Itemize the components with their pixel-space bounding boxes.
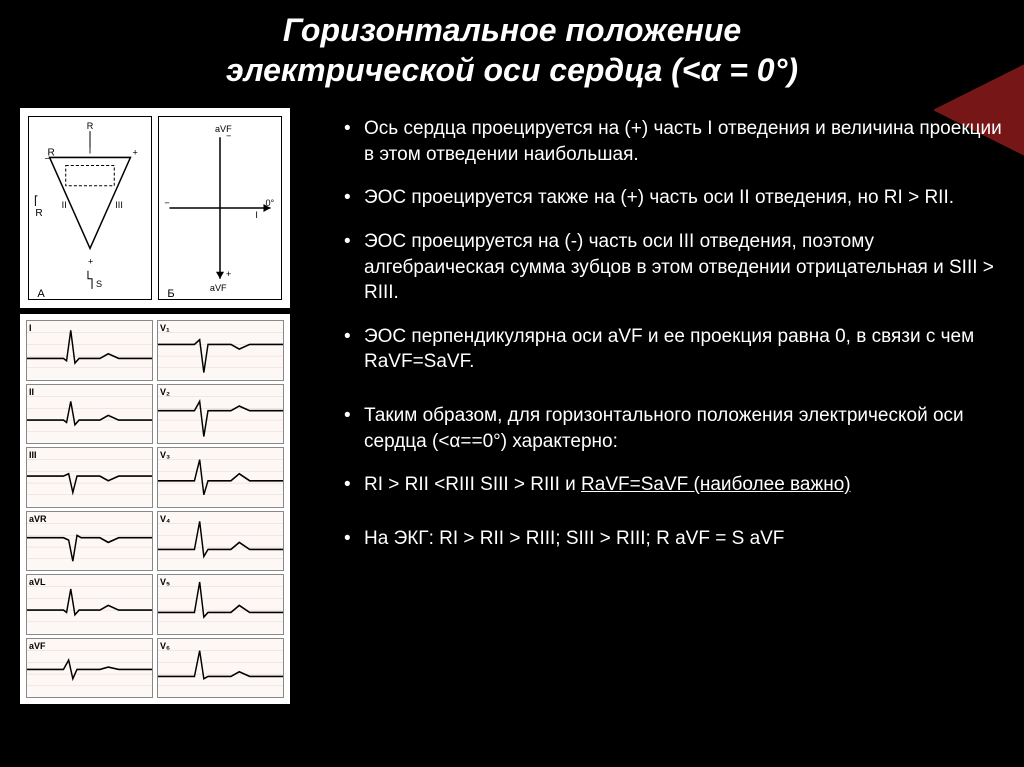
bullet-3: ЭОС проецируется на (-) часть оси III от… <box>340 229 1004 306</box>
svg-text:+: + <box>226 269 231 279</box>
ecg-chest-leads: V₁ V₂ V₃ V₄ V₅ V₆ <box>157 320 284 698</box>
svg-text:aVF: aVF <box>210 283 227 293</box>
ecg-lead-II: II <box>26 384 153 445</box>
ecg-lead-aVR: aVR <box>26 511 153 572</box>
svg-text:Б: Б <box>167 288 174 299</box>
svg-text:I: I <box>255 210 258 220</box>
ecg-lead-aVF: aVF <box>26 638 153 699</box>
ecg-lead-aVL: aVL <box>26 574 153 635</box>
bullet-list: Ось сердца проецируется на (+) часть I о… <box>340 116 1004 552</box>
svg-text:R: R <box>87 121 94 131</box>
svg-text:0°: 0° <box>266 198 275 208</box>
text-column: Ось сердца проецируется на (+) часть I о… <box>300 108 1004 704</box>
title-line-1: Горизонтальное положение <box>0 10 1024 50</box>
svg-text:А: А <box>37 288 45 299</box>
title-line-2: электрической оси сердца (<α = 0°) <box>0 50 1024 90</box>
ecg-lead-V1: V₁ <box>157 320 284 381</box>
svg-text:−: − <box>45 153 50 163</box>
content-row: R R + − I II III + R S А <box>0 108 1024 704</box>
bullet-6: RI > RII <RIII SIII > RIII и RaVF=SaVF (… <box>340 472 1004 498</box>
axis-diagram: R R + − I II III + R S А <box>20 108 290 308</box>
ecg-lead-V3: V₃ <box>157 447 284 508</box>
svg-text:−: − <box>226 131 231 141</box>
figures-column: R R + − I II III + R S А <box>20 108 300 704</box>
svg-text:+: + <box>132 147 137 157</box>
svg-text:R: R <box>35 208 42 219</box>
bullet-1: Ось сердца проецируется на (+) часть I о… <box>340 116 1004 167</box>
ecg-lead-III: III <box>26 447 153 508</box>
einthoven-triangle: R R + − I II III + R S А <box>28 116 152 300</box>
bullet-7: На ЭКГ: RI > RII > RIII; SIII > RIII; R … <box>340 526 1004 552</box>
svg-text:−: − <box>164 198 169 208</box>
bullet-6-underline: RaVF=SaVF (наиболее важно) <box>581 474 851 495</box>
bullet-6-text: RI > RII <RIII SIII > RIII и <box>364 474 581 495</box>
bullet-4: ЭОС перпендикулярна оси aVF и ее проекци… <box>340 324 1004 375</box>
svg-text:+: + <box>88 257 93 267</box>
bullet-2: ЭОС проецируется также на (+) часть оси … <box>340 185 1004 211</box>
svg-text:I: I <box>89 145 92 155</box>
ecg-lead-V4: V₄ <box>157 511 284 572</box>
svg-text:S: S <box>96 279 102 289</box>
bullet-5: Таким образом, для горизонтального полож… <box>340 403 1004 454</box>
ecg-lead-V6: V₆ <box>157 638 284 699</box>
axis-cross: aVF − − I 0° + aVF Б <box>158 116 282 300</box>
svg-text:II: II <box>62 200 67 210</box>
ecg-lead-V2: V₂ <box>157 384 284 445</box>
ecg-lead-I: I <box>26 320 153 381</box>
ecg-lead-V5: V₅ <box>157 574 284 635</box>
svg-text:III: III <box>115 200 123 210</box>
ecg-strips: I II III aVR aVL aVF V₁ V₂ V₃ V₄ V₅ V₆ <box>20 314 290 704</box>
slide-title: Горизонтальное положение электрической о… <box>0 0 1024 90</box>
ecg-limb-leads: I II III aVR aVL aVF <box>26 320 153 698</box>
